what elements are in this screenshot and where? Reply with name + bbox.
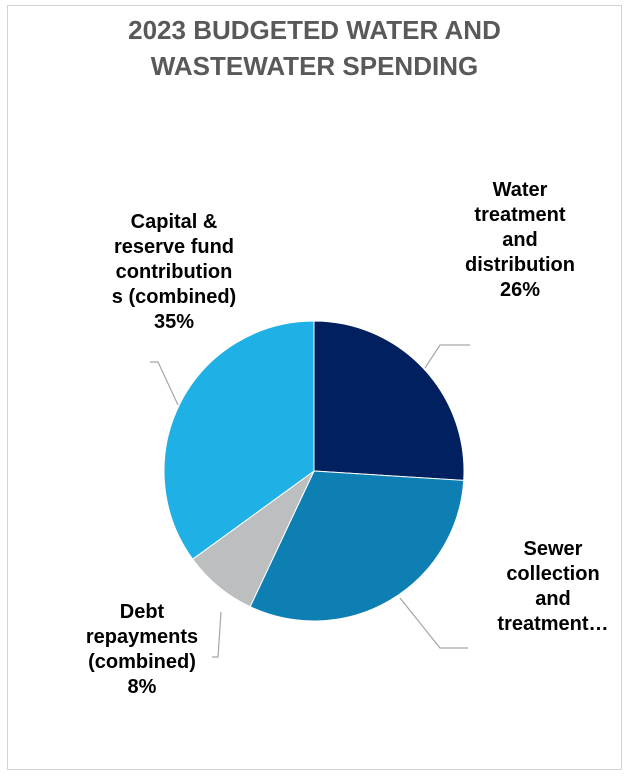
slice-label-line-1-3: treatment… bbox=[497, 613, 608, 635]
pie-slice-3 bbox=[163, 320, 315, 560]
pie-slice-1 bbox=[249, 470, 465, 622]
slice-label-line-2-0: Debt bbox=[120, 601, 165, 623]
leader-line-3 bbox=[150, 361, 179, 406]
slice-label-1: Sewer collection and treatment… bbox=[497, 538, 608, 635]
slice-label-line-3-3: s (combined) bbox=[112, 286, 236, 308]
slice-label-line-0-0: Water bbox=[493, 179, 548, 201]
slice-label-2: Debt repayments (combined) 8% bbox=[86, 601, 198, 698]
slice-value-label-0: 26% bbox=[500, 279, 540, 301]
chart-title-line-2: WASTEWATER SPENDING bbox=[150, 51, 479, 81]
slice-value-label-3: 35% bbox=[154, 311, 194, 333]
slice-label-line-1-1: collection bbox=[506, 563, 599, 585]
slice-label-line-0-1: treatment bbox=[474, 204, 565, 226]
leader-line-0 bbox=[424, 344, 470, 369]
slice-label-line-3-2: contribution bbox=[116, 261, 233, 283]
slice-label-line-0-2: and bbox=[502, 229, 538, 251]
slice-label-line-1-2: and bbox=[535, 588, 571, 610]
slice-value-label-2: 8% bbox=[128, 676, 157, 698]
pie-slices bbox=[163, 320, 465, 622]
slice-label-0: Water treatment and distribution 26% bbox=[465, 179, 575, 301]
leader-line-2 bbox=[212, 611, 222, 658]
pie-slice-0 bbox=[313, 320, 465, 481]
slice-label-line-2-2: (combined) bbox=[88, 651, 196, 673]
slice-label-line-1-0: Sewer bbox=[524, 538, 583, 560]
slice-label-line-3-1: reserve fund bbox=[114, 236, 234, 258]
slice-label-3: Capital & reserve fund contribution s (comb… bbox=[112, 211, 236, 333]
slice-labels: Water treatment and distribution 26% Sewer col… bbox=[86, 179, 609, 698]
slice-label-line-3-0: Capital & bbox=[131, 211, 218, 233]
slice-label-line-2-1: repayments bbox=[86, 626, 198, 648]
slice-label-line-0-3: distribution bbox=[465, 254, 575, 276]
chart-title: 2023 BUDGETED WATER AND WASTEWATER SPEND… bbox=[0, 12, 629, 84]
leader-lines bbox=[150, 344, 470, 658]
chart-title-line-1: 2023 BUDGETED WATER AND bbox=[128, 15, 501, 45]
leader-line-1 bbox=[399, 597, 468, 649]
